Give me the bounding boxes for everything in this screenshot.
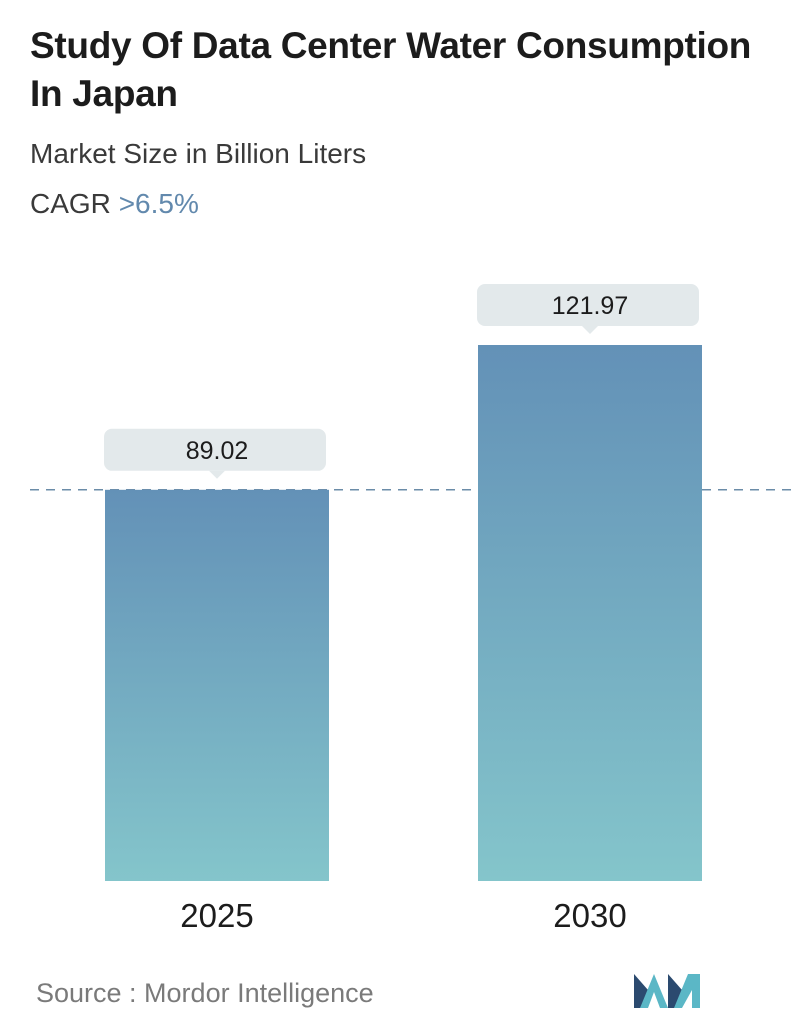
value-label-text: 89.02 [186,437,249,465]
bar-2030 [478,345,702,882]
mordor-intelligence-logo-icon [634,974,700,1008]
cagr-line: CAGR >6.5% [30,188,199,220]
value-label-2025: 89.02 [104,428,326,479]
chart-title: Study Of Data Center Water Consumption I… [30,25,752,114]
category-label-2025: 2025 [180,897,253,934]
bar-chart: 89.02 2025 121.97 2030 [30,284,796,934]
cagr-label: CAGR [30,188,111,219]
chart-subtitle: Market Size in Billion Liters [30,138,367,169]
cagr-value: >6.5% [118,188,199,219]
value-label-2030: 121.97 [477,284,699,335]
source-note: Source : Mordor Intelligence [36,978,374,1008]
category-label-2030: 2030 [553,897,626,934]
value-label-text: 121.97 [552,292,628,320]
bar-2025 [105,489,329,881]
